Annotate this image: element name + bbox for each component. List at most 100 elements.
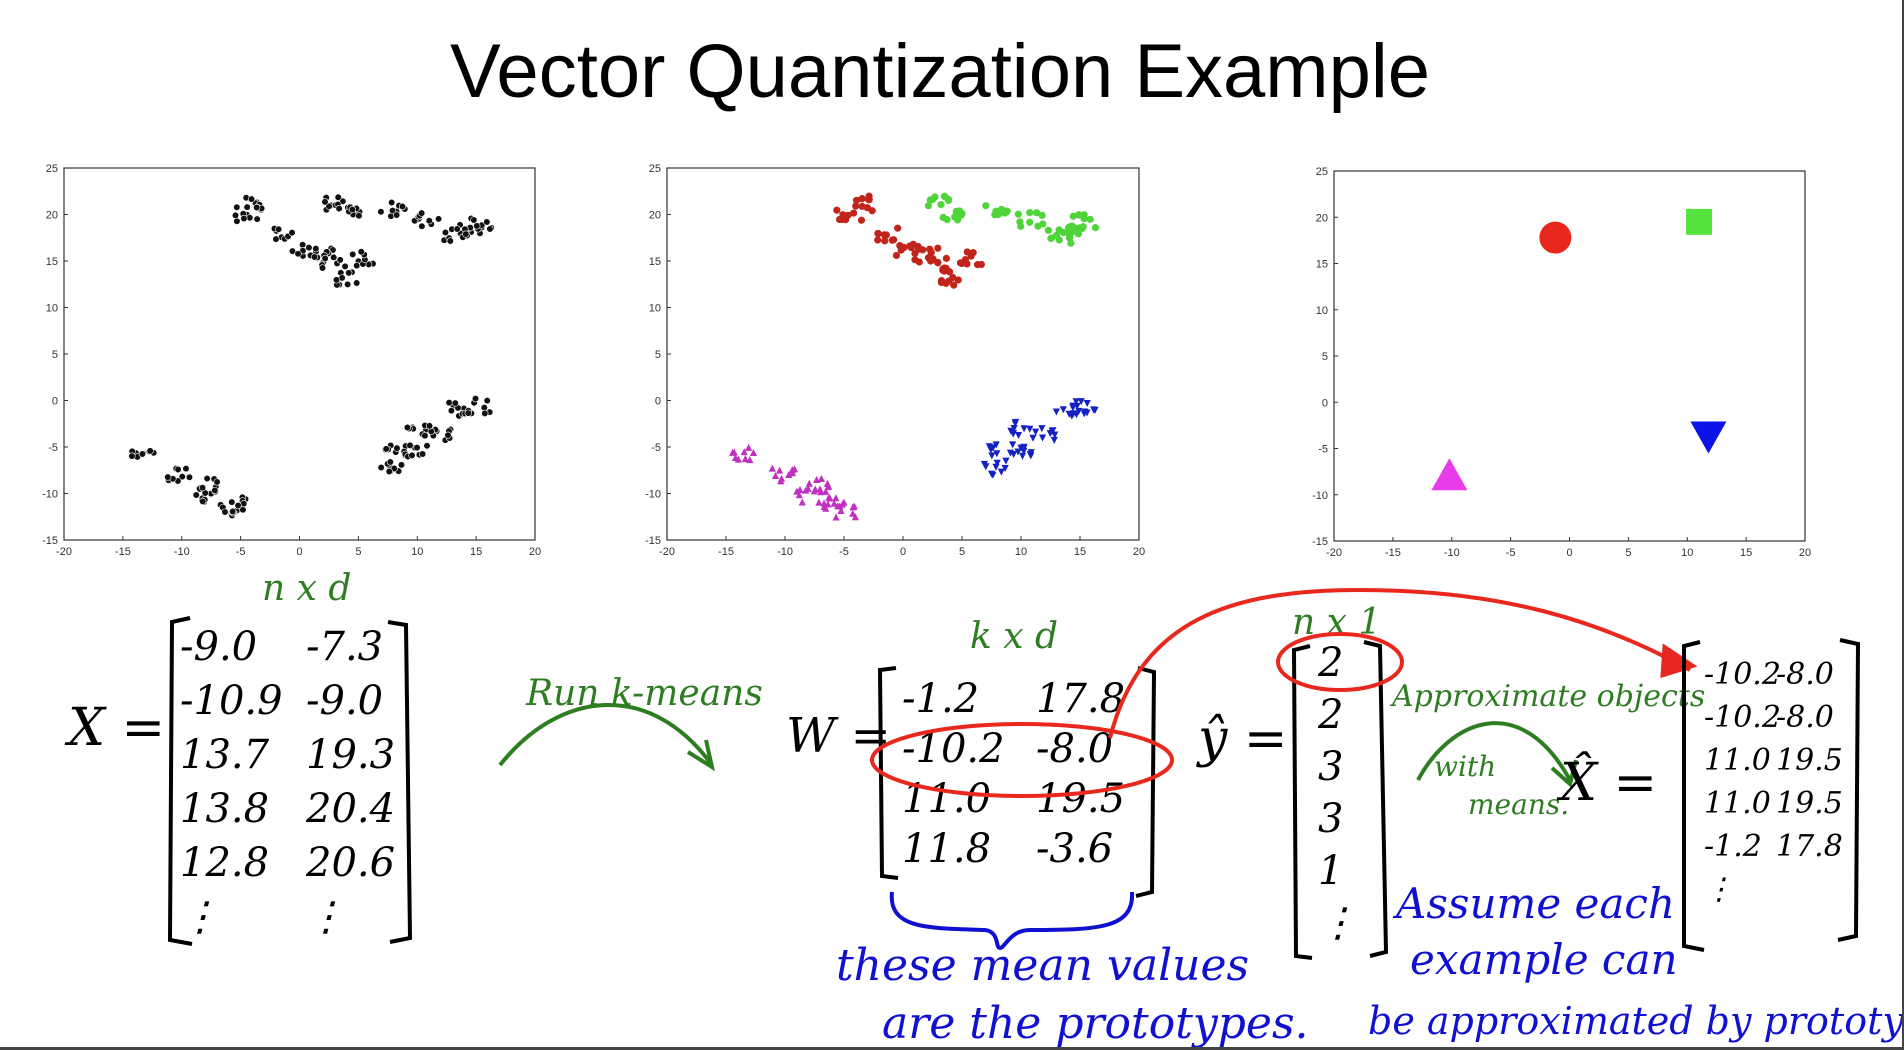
- data-point: [446, 237, 454, 245]
- data-point: [397, 461, 406, 469]
- data-point: [985, 443, 993, 451]
- x-tick-label: 5: [959, 546, 965, 558]
- data-point: [745, 443, 753, 451]
- data-point: [805, 479, 813, 487]
- matrix-cell: 17.8: [1036, 676, 1125, 722]
- data-point: [989, 471, 997, 479]
- data-point: [1020, 444, 1028, 452]
- data-point: [796, 485, 804, 493]
- data-point: [941, 193, 949, 201]
- data-point: [1002, 457, 1010, 465]
- data-point: [950, 281, 958, 289]
- data-point: [1074, 230, 1082, 238]
- data-point: [937, 201, 945, 209]
- data-point: [945, 277, 953, 285]
- data-point: [942, 254, 951, 262]
- data-point: [928, 195, 937, 204]
- data-point: [874, 229, 882, 238]
- x-tick-label: 5: [355, 546, 361, 558]
- data-point: [815, 498, 823, 506]
- x-matrix-right-bracket: [387, 620, 413, 944]
- data-point: [810, 487, 818, 495]
- data-point: [911, 256, 919, 264]
- data-point: [1014, 210, 1022, 218]
- x-tick-label: 0: [296, 546, 302, 558]
- data-point: [1009, 430, 1018, 438]
- y-tick-label: 0: [52, 396, 58, 408]
- w-matrix-right-bracket: [1135, 666, 1157, 898]
- y-tick-label: 15: [1316, 259, 1328, 271]
- w-row-highlight-circle: [870, 722, 1174, 798]
- w-matrix-rows: -1.2 17.8-10.2 -8.011.0 19.511.8 -3.6: [902, 676, 1125, 872]
- data-point: [768, 464, 776, 472]
- xhat-right-bracket: [1837, 638, 1861, 942]
- x-tick-label: 5: [1625, 547, 1631, 559]
- data-point: [865, 196, 873, 204]
- data-point: [234, 501, 242, 510]
- data-point: [1010, 425, 1018, 433]
- y-tick-label: 25: [649, 163, 661, 175]
- matrix-cell: 11.0: [1704, 786, 1771, 821]
- run-kmeans-label: Run k-means: [525, 673, 763, 714]
- data-point: [1001, 464, 1009, 472]
- data-point: [973, 261, 982, 269]
- y-tick-label: 15: [46, 256, 58, 268]
- data-point: [992, 207, 1000, 215]
- data-point: [1026, 218, 1034, 226]
- data-point: [1012, 418, 1020, 426]
- matrix-cell: 19.3: [306, 732, 395, 778]
- x-tick-label: 10: [1015, 546, 1027, 558]
- data-point: [294, 250, 302, 258]
- data-point: [229, 507, 237, 516]
- data-point: [138, 450, 147, 458]
- run-kmeans-arrowhead: [686, 739, 715, 772]
- data-point: [833, 206, 841, 214]
- matrix-cell: -8.0: [1036, 726, 1113, 772]
- data-point: [1059, 406, 1067, 414]
- y-tick-label: 15: [649, 256, 661, 268]
- data-point: [926, 245, 934, 253]
- data-point: [1073, 402, 1081, 410]
- matrix-cell: -10.2: [1704, 657, 1781, 692]
- data-point: [332, 276, 341, 284]
- matrix-cell: -8.0: [1776, 700, 1834, 735]
- data-point: [336, 256, 344, 264]
- y-tick-label: -10: [42, 489, 58, 501]
- data-point: [788, 469, 797, 477]
- matrix-cell: 2: [1317, 692, 1343, 738]
- data-point: [993, 450, 1001, 458]
- data-point: [956, 212, 964, 220]
- slide-border-right: [1902, 0, 1904, 1050]
- data-point: [839, 211, 847, 219]
- data-point: [1080, 211, 1088, 219]
- run-kmeans-arrow: [498, 703, 714, 767]
- data-point: [385, 467, 393, 476]
- approximate-objects-label: Approximate objects: [1389, 679, 1705, 714]
- y-tick-label: 20: [1316, 212, 1328, 224]
- data-point: [919, 246, 927, 254]
- data-point: [1072, 398, 1080, 406]
- data-point: [447, 406, 456, 415]
- data-point: [731, 454, 740, 462]
- y-tick-label: -5: [1318, 444, 1328, 456]
- data-point: [464, 409, 472, 417]
- matrix-cell: ⋮: [1318, 900, 1358, 946]
- data-point: [146, 447, 154, 455]
- assume-note-line2: example can: [1410, 935, 1678, 984]
- data-point: [826, 494, 834, 502]
- yhat-right-bracket: [1363, 640, 1389, 958]
- data-point: [820, 503, 828, 511]
- data-point: [1067, 239, 1075, 247]
- data-point: [388, 198, 396, 207]
- data-point: [318, 264, 327, 272]
- y-tick-label: -10: [1312, 490, 1328, 502]
- x-tick-label: 0: [900, 546, 906, 558]
- y-tick-label: 10: [649, 303, 661, 315]
- data-point: [1032, 428, 1040, 436]
- prototype-marker: [1690, 421, 1727, 454]
- data-point: [882, 231, 890, 239]
- x-tick-label: -5: [1506, 547, 1516, 559]
- data-point: [471, 395, 480, 403]
